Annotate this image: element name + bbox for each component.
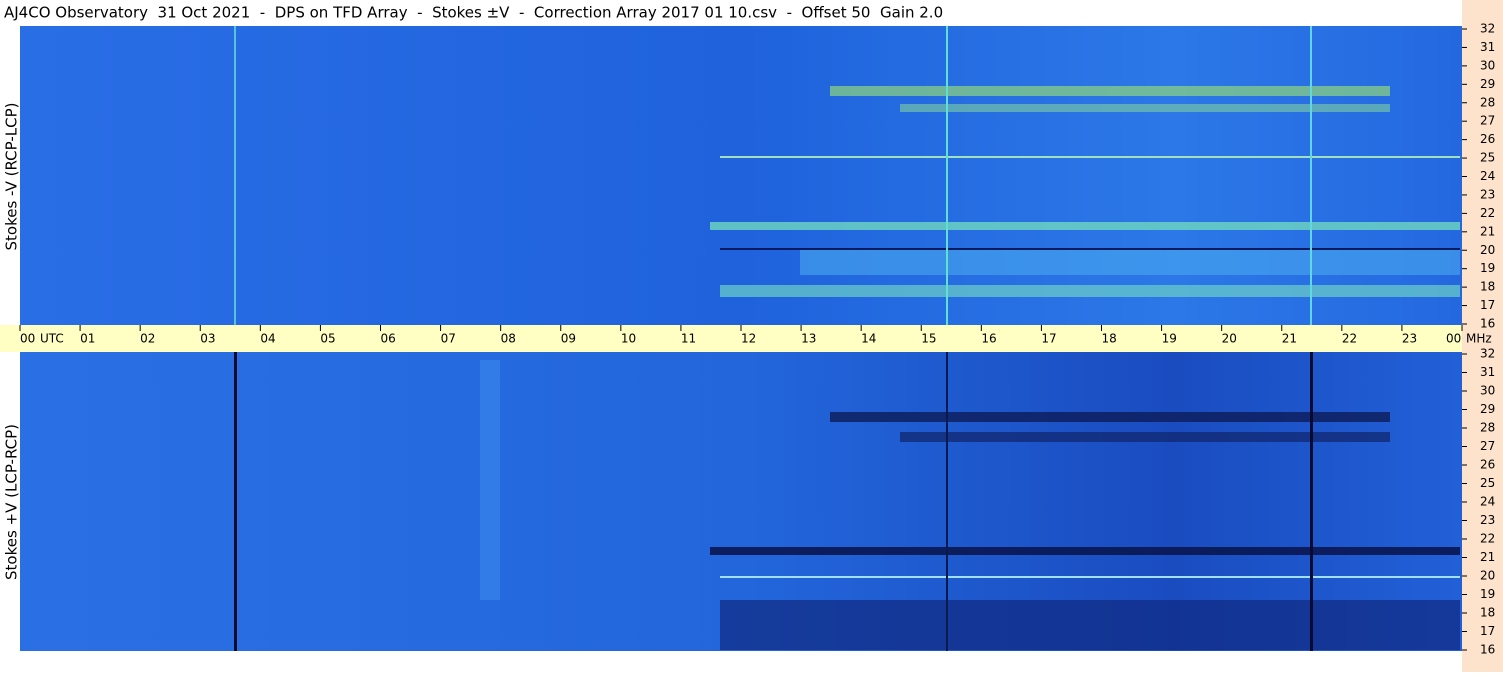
y-tick-label: 22 [1480,206,1495,220]
x-tick-label: 12 [741,332,756,346]
y-tick-label: 31 [1480,40,1495,54]
y-unit: MHz [1466,332,1492,346]
x-tick-label: 11 [681,332,696,346]
y-tick-label: 24 [1480,495,1495,509]
y-tick-label: 19 [1480,587,1495,601]
y-tick-label: 22 [1480,532,1495,546]
y-tick-label: 20 [1480,243,1495,257]
x-tick-label: 00 [20,332,35,346]
x-tick-label: 01 [80,332,95,346]
y-tick-label: 29 [1480,402,1495,416]
y-tick-label: 20 [1480,569,1495,583]
y-tick-label: 30 [1480,58,1495,72]
y-axis-strip [1462,0,1503,672]
y-tick-label: 18 [1480,606,1495,620]
x-tick-label: 18 [1102,332,1117,346]
x-tick-label: 19 [1162,332,1177,346]
y-tick-label: 21 [1480,224,1495,238]
y-tick-label: 28 [1480,421,1495,435]
x-tick-label: 04 [260,332,275,346]
x-tick-label: 00 [1446,332,1461,346]
x-tick-label: 07 [441,332,456,346]
x-tick-label: 20 [1222,332,1237,346]
axes: 00 01 02 03 04 05 06 07 08 09 10 11 12 13 14 15 16 17 18 19… [3,22,1496,657]
y-tick-label: 26 [1480,132,1495,146]
x-tick-label: 15 [921,332,936,346]
y-tick-label: 30 [1480,384,1495,398]
x-tick-label: 10 [621,332,636,346]
chart-title: AJ4CO Observatory 31 Oct 2021 - DPS on T… [4,4,943,22]
y-tick-label: 21 [1480,550,1495,564]
y-tick-label: 27 [1480,439,1495,453]
y-axis-label: Stokes -V (RCP-LCP) [3,103,21,251]
x-tick-label: 09 [561,332,576,346]
y-tick-label: 28 [1480,95,1495,109]
y-tick-label: 25 [1480,476,1495,490]
top-panel [20,26,1462,325]
y-tick-label: 23 [1480,513,1495,527]
x-tick-label: 08 [501,332,516,346]
x-tick-label: 05 [320,332,335,346]
x-tick-label: 14 [861,332,876,346]
x-tick-label: 06 [381,332,396,346]
y-tick-label: 16 [1480,317,1495,331]
x-tick-label: 23 [1402,332,1417,346]
time-axis-strip [0,325,1462,352]
x-tick-label: 21 [1282,332,1297,346]
y-tick-label: 19 [1480,261,1495,275]
y-tick-label: 16 [1480,643,1495,657]
y-axis-label: Stokes +V (LCP-RCP) [3,424,21,580]
y-tick-label: 23 [1480,187,1495,201]
y-tick-label: 17 [1480,624,1495,638]
y-tick-label: 27 [1480,114,1495,128]
x-axis-label: UTC [40,332,64,346]
y-tick-label: 32 [1480,22,1495,36]
y-tick-label: 24 [1480,169,1495,183]
x-tick-label: 17 [1041,332,1056,346]
x-tick-label: 03 [200,332,215,346]
top-features [234,26,1460,325]
y-tick-label: 31 [1480,365,1495,379]
y-tick-label: 26 [1480,458,1495,472]
x-tick-label: 02 [140,332,155,346]
y-tick-label: 25 [1480,151,1495,165]
y-tick-label: 17 [1480,298,1495,312]
x-tick-label: 22 [1342,332,1357,346]
y-tick-label: 18 [1480,280,1495,294]
y-tick-label: 32 [1480,347,1495,361]
bottom-features [234,352,1460,651]
x-tick-label: 13 [801,332,816,346]
y-tick-label: 29 [1480,77,1495,91]
x-tick-label: 16 [981,332,996,346]
